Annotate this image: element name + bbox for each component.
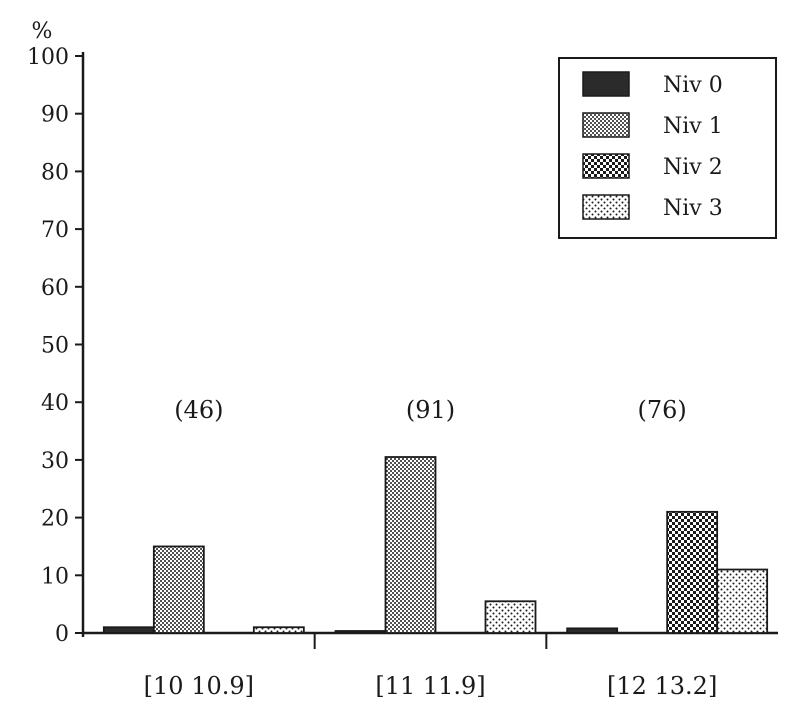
bar-niv-2 [666,510,719,634]
y-tick-label: 20 [41,507,69,532]
bar-niv-1 [152,545,205,634]
legend-swatch [582,194,630,220]
x-category-label: [12 13.2] [607,672,717,700]
y-axis: 0 10 20 30 40 50 60 70 80 90 100 [27,45,85,647]
legend-swatch [582,112,630,138]
y-tick-label: 70 [41,218,69,243]
bars-layer [102,456,769,634]
group-count-label: (91) [406,396,455,424]
bar-niv-0 [566,627,619,634]
legend-label: Niv 1 [663,114,723,139]
y-tick-label: 50 [41,334,69,359]
y-tick-label: 90 [41,103,69,128]
x-category-label: [11 11.9] [375,672,485,700]
legend-label: Niv 2 [663,155,723,180]
group-count-label: (76) [638,396,687,424]
bar-niv-1 [384,456,437,634]
legend: Niv 0 Niv 1 Niv 2 Niv 3 [558,57,777,239]
y-tick-label: 10 [41,564,69,589]
x-category-label: [10 10.9] [144,672,254,700]
y-tick-label: 40 [41,391,69,416]
bar-niv-3 [716,568,769,634]
legend-swatch [582,153,630,179]
y-axis-unit-label: % [32,19,53,44]
group-count-labels: (46) (91) (76) [174,396,687,424]
legend-label: Niv 0 [663,73,723,98]
bar-niv-0 [102,626,155,634]
y-tick-label: 0 [55,622,69,647]
group-count-label: (46) [174,396,223,424]
y-tick-label: 100 [27,45,69,70]
legend-label: Niv 3 [663,196,723,221]
y-tick-label: 30 [41,449,69,474]
bar-niv-3 [252,626,305,634]
y-tick-label: 80 [41,160,69,185]
bar-niv-3 [484,600,537,634]
y-tick-label: 60 [41,276,69,301]
bar-niv-0 [334,630,387,634]
legend-swatch [582,71,630,97]
x-axis: [10 10.9] [11 11.9] [12 13.2] [83,631,778,700]
